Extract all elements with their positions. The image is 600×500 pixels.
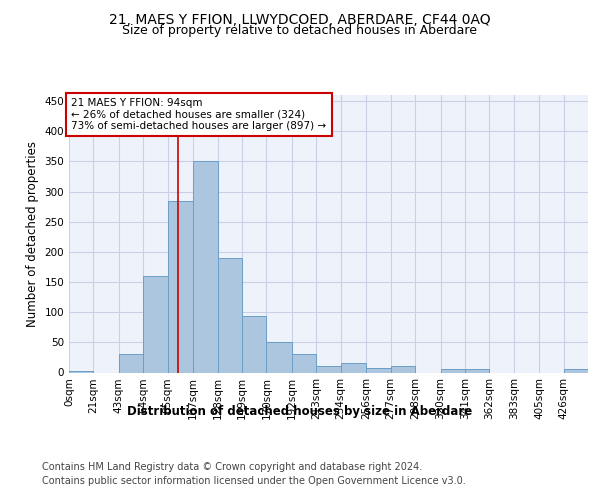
Bar xyxy=(119,354,143,372)
Bar xyxy=(242,316,266,372)
Bar xyxy=(143,276,167,372)
Bar xyxy=(218,258,242,372)
Bar xyxy=(266,342,292,372)
Text: 21 MAES Y FFION: 94sqm
← 26% of detached houses are smaller (324)
73% of semi-de: 21 MAES Y FFION: 94sqm ← 26% of detached… xyxy=(71,98,326,131)
Bar xyxy=(366,368,391,372)
Bar xyxy=(292,354,316,372)
Text: 21, MAES Y FFION, LLWYDCOED, ABERDARE, CF44 0AQ: 21, MAES Y FFION, LLWYDCOED, ABERDARE, C… xyxy=(109,12,491,26)
Text: Contains HM Land Registry data © Crown copyright and database right 2024.: Contains HM Land Registry data © Crown c… xyxy=(42,462,422,472)
Bar xyxy=(341,364,366,372)
Bar xyxy=(465,370,490,372)
Bar xyxy=(193,162,218,372)
Bar xyxy=(316,366,341,372)
Text: Contains public sector information licensed under the Open Government Licence v3: Contains public sector information licen… xyxy=(42,476,466,486)
Bar xyxy=(440,370,465,372)
Bar xyxy=(563,370,588,372)
Bar xyxy=(391,366,415,372)
Bar xyxy=(167,200,193,372)
Bar xyxy=(69,370,94,372)
Text: Distribution of detached houses by size in Aberdare: Distribution of detached houses by size … xyxy=(127,405,473,418)
Text: Size of property relative to detached houses in Aberdare: Size of property relative to detached ho… xyxy=(122,24,478,37)
Y-axis label: Number of detached properties: Number of detached properties xyxy=(26,141,39,327)
